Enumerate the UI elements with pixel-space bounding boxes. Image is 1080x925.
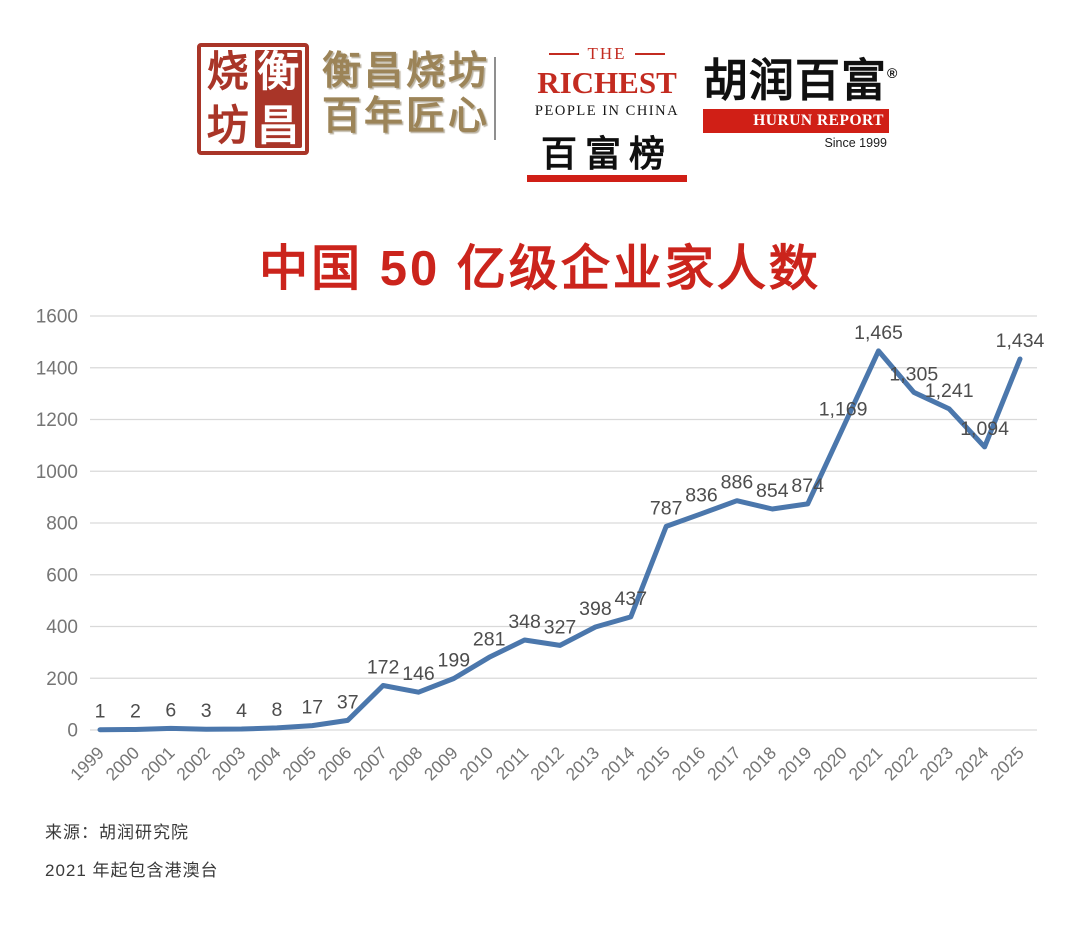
data-label: 1,241 [925, 380, 974, 402]
data-label: 1,094 [960, 418, 1009, 440]
data-label: 874 [791, 475, 824, 497]
data-label: 1,169 [819, 399, 868, 421]
logo-bfb-wrap: 百富榜 [527, 125, 687, 184]
y-axis-tick-label: 200 [46, 669, 78, 690]
seal-char: 衡 [257, 48, 300, 95]
data-label: 1,434 [996, 330, 1045, 352]
data-label: 854 [756, 480, 789, 502]
data-label: 281 [473, 628, 506, 650]
line-chart: 0200400600800100012001400160019992000200… [36, 307, 1045, 785]
data-label: 6 [165, 699, 176, 721]
data-label: 3 [201, 700, 212, 722]
y-axis-tick-label: 1200 [36, 410, 78, 431]
x-axis-label: 2000 [102, 743, 144, 785]
data-label: 8 [271, 699, 282, 721]
data-label: 886 [721, 472, 754, 494]
data-label: 1 [95, 701, 106, 723]
data-line [97, 348, 1023, 733]
x-axis-label: 2011 [492, 743, 533, 784]
x-axis-label: 2019 [774, 743, 816, 785]
source-note: 来源：胡润研究院 [45, 823, 189, 842]
data-label: 398 [579, 598, 612, 620]
x-axis-label: 2018 [738, 743, 780, 785]
seal-char: 昌 [257, 102, 300, 149]
x-axis-label: 2005 [278, 743, 320, 785]
header-divider [494, 57, 496, 140]
y-axis-tick-label: 800 [46, 514, 78, 535]
x-axis-label: 2025 [986, 743, 1028, 785]
logo-the-row: THE [527, 44, 687, 64]
y-axis-tick-label: 600 [46, 565, 78, 586]
data-label: 37 [337, 691, 359, 713]
logo-people-in-china-text: PEOPLE IN CHINA [534, 103, 680, 119]
data-label: 327 [544, 616, 577, 638]
logo-red-underline [527, 175, 687, 182]
data-label: 1,305 [889, 363, 938, 385]
x-axis-label: 2017 [703, 743, 745, 785]
registered-trademark-icon: ® [887, 65, 899, 81]
x-axis-label: 2006 [314, 743, 356, 785]
y-axis-tick-label: 1400 [36, 358, 78, 379]
data-label: 1,465 [854, 322, 903, 344]
data-label: 199 [438, 650, 471, 672]
seal-char: 烧 [206, 48, 249, 95]
x-axis-label: 2014 [597, 743, 639, 785]
data-label: 2 [130, 701, 141, 723]
y-axis-tick-label: 1600 [36, 307, 78, 328]
data-label: 787 [650, 497, 683, 519]
seal-left-column: 烧 坊 [204, 50, 252, 148]
data-label: 172 [367, 657, 400, 679]
data-label: 836 [685, 485, 718, 507]
hurun-report-logo: 胡润百富® HURUN REPORT Since 1999 [703, 55, 897, 150]
x-axis-label: 2001 [137, 743, 179, 785]
hurun-since-text: Since 1999 [824, 136, 887, 150]
dash-ornament [549, 53, 580, 55]
y-axis-tick-label: 1000 [36, 462, 78, 483]
logo-the-text: THE [587, 44, 627, 63]
x-axis-label: 2013 [562, 743, 604, 785]
hengchang-seal-logo: 烧 坊 衡 昌 [197, 43, 309, 155]
y-axis-tick-label: 0 [67, 721, 78, 742]
x-axis-label: 1999 [66, 743, 108, 785]
brand-line-1: 衡昌烧坊 [322, 50, 491, 93]
x-axis-label: 2012 [526, 743, 568, 785]
seal-right-column: 衡 昌 [254, 48, 302, 149]
x-axis-label: 2022 [880, 743, 922, 785]
hengchang-brand-text: 衡昌烧坊 百年匠心 [322, 49, 490, 139]
data-label: 4 [236, 700, 247, 722]
data-label: 437 [615, 588, 648, 610]
data-label: 348 [508, 611, 541, 633]
hurun-report-banner: HURUN REPORT [703, 109, 889, 133]
y-axis-tick-label: 400 [46, 617, 78, 638]
logo-richest-text: RICHEST [537, 65, 677, 100]
x-axis-label: 2010 [455, 743, 497, 785]
x-axis-label: 2008 [385, 743, 427, 785]
richest-people-in-china-logo: THE RICHEST PEOPLE IN CHINA 百富榜 [527, 44, 687, 184]
hurun-chinese-text: 胡润百富 [703, 55, 888, 106]
chart-title: 中国 50 亿级企业家人数 [259, 241, 821, 296]
x-axis-label: 2007 [349, 743, 391, 785]
x-axis-label: 2023 [915, 743, 957, 785]
x-axis-label: 2015 [632, 743, 674, 785]
x-axis-label: 2020 [809, 743, 851, 785]
x-axis-label: 2016 [668, 743, 710, 785]
x-axis-label: 2024 [951, 743, 993, 785]
x-axis-label: 2002 [172, 743, 214, 785]
logo-baifubang-text: 百富榜 [540, 133, 673, 174]
scope-note: 2021 年起包含港澳台 [45, 861, 219, 880]
brand-line-2: 百年匠心 [322, 95, 491, 138]
data-label: 146 [402, 663, 435, 685]
hurun-chinese-wordmark: 胡润百富® [703, 55, 897, 106]
data-label: 17 [301, 697, 323, 719]
seal-char: 坊 [206, 102, 249, 149]
x-axis-label: 2004 [243, 743, 285, 785]
dash-ornament [634, 53, 665, 55]
x-axis-label: 2003 [208, 743, 250, 785]
x-axis-label: 2021 [845, 743, 887, 785]
x-axis-label: 2009 [420, 743, 462, 785]
